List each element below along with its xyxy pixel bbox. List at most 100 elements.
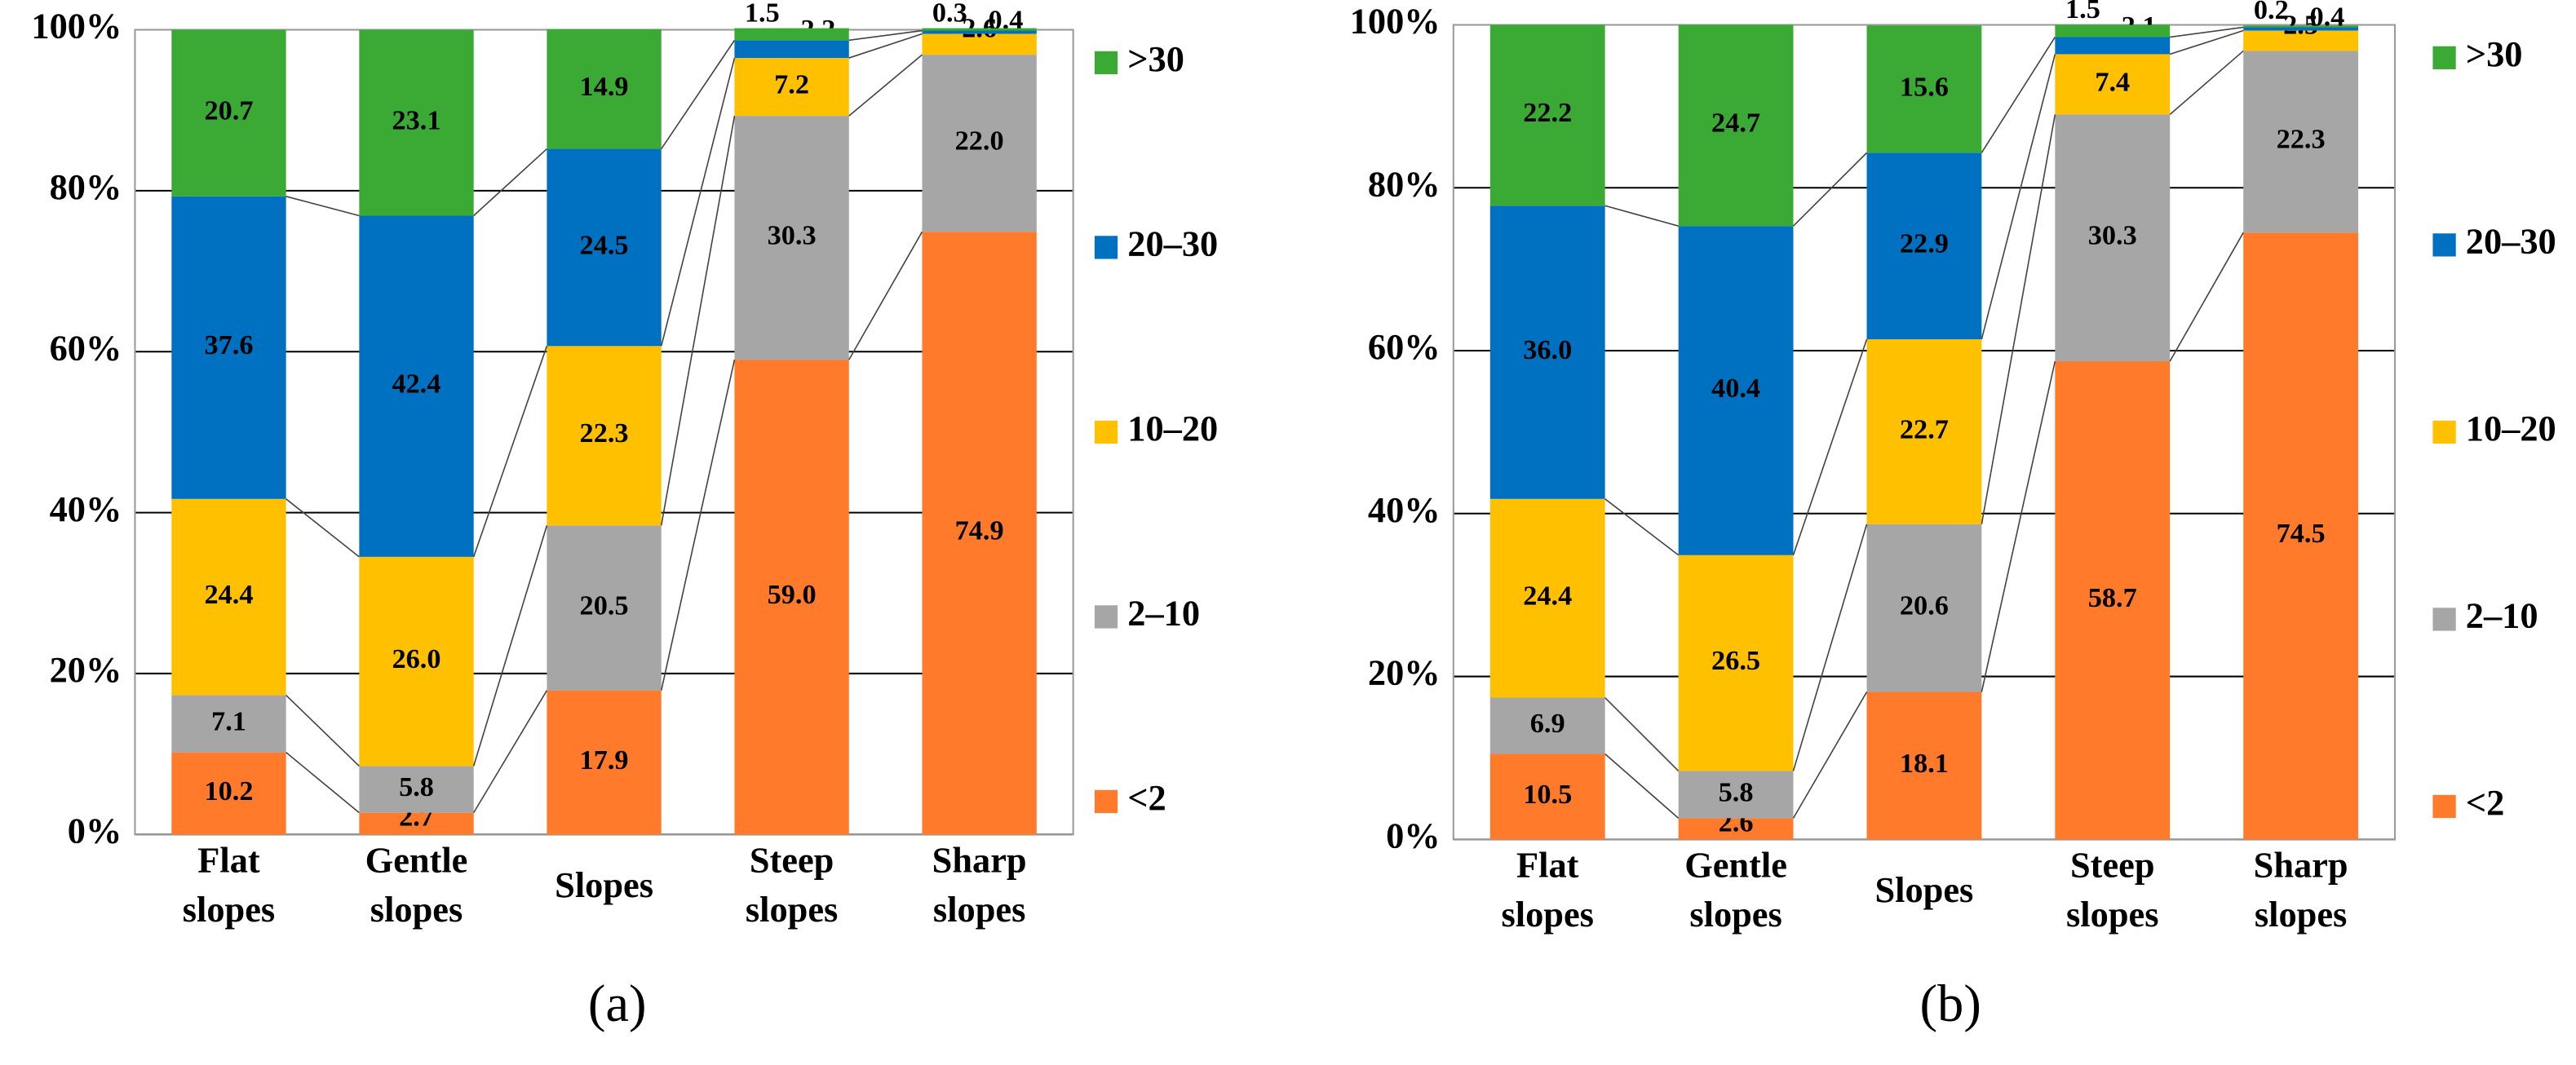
connector <box>1604 753 1680 819</box>
value-label: 20.7 <box>204 95 253 126</box>
plot-frame <box>1452 24 2397 841</box>
bar-segment <box>1489 205 1605 499</box>
y-tick-label: 40% <box>1368 489 1441 530</box>
value-label: 22.3 <box>2277 124 2326 155</box>
bar-segment <box>1489 498 1605 698</box>
connector <box>285 196 360 217</box>
value-label: 74.9 <box>955 515 1004 546</box>
connector <box>285 752 360 814</box>
value-label: 6.9 <box>1530 708 1565 739</box>
legend-swatch <box>1094 789 1118 814</box>
value-label: 22.0 <box>955 126 1004 157</box>
value-label: 7.4 <box>2095 66 2130 97</box>
value-label: 40.4 <box>1711 373 1760 404</box>
bar-segment <box>2055 24 2171 38</box>
bar-segment <box>2243 25 2359 28</box>
connector <box>1981 37 2056 153</box>
y-tick-label: 80% <box>50 166 122 207</box>
connector <box>1604 696 1680 772</box>
value-label: 10.2 <box>204 776 253 806</box>
bar-segment <box>359 766 474 813</box>
legend-label: 20–30 <box>1127 223 1218 264</box>
bar-segment <box>171 752 286 835</box>
connector <box>472 346 548 558</box>
value-label: 20.5 <box>580 590 629 621</box>
connector <box>661 39 736 150</box>
bar-segment <box>734 28 849 41</box>
bar-segment <box>922 55 1037 232</box>
x-tick-label: Slopes <box>555 864 653 905</box>
value-label: 5.8 <box>1719 776 1754 807</box>
connector <box>848 54 923 117</box>
y-tick-label: 0% <box>68 810 122 851</box>
value-label: 42.4 <box>392 369 441 400</box>
bar-segment <box>547 690 662 835</box>
panel-label: (b) <box>1920 974 1981 1032</box>
bar-segment <box>1678 24 1794 227</box>
connector <box>660 115 736 526</box>
value-label: 2.6 <box>962 12 997 43</box>
x-tick-label: Sharp slopes <box>2254 845 2348 935</box>
bar-segment <box>171 498 286 696</box>
value-label: 18.1 <box>1900 748 1949 779</box>
value-label: 0.3 <box>932 0 967 28</box>
value-label: 7.2 <box>774 68 809 99</box>
bar-segment <box>359 215 474 557</box>
bar-segment <box>1678 818 1794 840</box>
connector <box>848 29 923 42</box>
connector <box>1792 338 1868 555</box>
bar-segment <box>734 360 849 835</box>
bar-segment <box>2243 30 2359 51</box>
connector <box>2169 50 2244 115</box>
legend-label: 10–20 <box>1127 408 1218 449</box>
value-label: 0.4 <box>2309 1 2344 32</box>
legend-label: >30 <box>2466 33 2523 74</box>
bar-segment <box>1678 226 1794 555</box>
panel-label: (a) <box>588 974 647 1032</box>
y-tick-label: 60% <box>50 327 122 368</box>
bar-segment <box>922 30 1037 34</box>
value-label: 26.0 <box>392 643 441 674</box>
x-tick-label: Flat slopes <box>1502 845 1594 935</box>
connector <box>848 33 923 59</box>
connector <box>1604 498 1680 556</box>
value-label: 22.2 <box>1523 97 1572 128</box>
bar-segment <box>922 33 1037 55</box>
value-label: 1.5 <box>745 0 780 28</box>
bar-segment <box>734 116 849 360</box>
connector <box>1981 360 2056 692</box>
x-tick-label: Gentle slopes <box>1684 845 1787 935</box>
legend-label: 2–10 <box>1127 593 1200 634</box>
legend-swatch <box>1094 420 1118 444</box>
legend-label: 20–30 <box>2466 221 2556 262</box>
legend-swatch <box>1094 605 1118 629</box>
legend-label: <2 <box>2466 782 2504 823</box>
y-tick-label: 0% <box>1386 815 1441 856</box>
value-label: 26.5 <box>1711 645 1760 676</box>
connector <box>1792 524 1868 771</box>
connector <box>2170 26 2244 38</box>
bar-segment <box>547 525 662 691</box>
connector <box>1981 114 2056 524</box>
bar-segment <box>359 29 474 216</box>
legend-swatch <box>2432 608 2456 631</box>
bar-segment <box>359 812 474 835</box>
bar-segment <box>734 40 849 59</box>
value-label: 74.5 <box>2277 518 2326 549</box>
connector <box>2169 29 2244 55</box>
connector <box>472 525 548 767</box>
bar-segment <box>2243 51 2359 233</box>
value-label: 20.6 <box>1900 590 1949 621</box>
bar-segment <box>2055 361 2171 840</box>
value-label: 0.4 <box>988 4 1023 35</box>
legend-swatch <box>2432 46 2456 69</box>
legend-swatch <box>2432 233 2456 257</box>
value-label: 17.9 <box>580 745 629 776</box>
bar-segment <box>1866 692 1982 840</box>
x-tick-label: Sharp slopes <box>932 840 1027 930</box>
legend-label: <2 <box>1127 777 1166 818</box>
value-label: 30.3 <box>768 219 817 250</box>
y-tick-label: 20% <box>50 649 122 690</box>
y-tick-label: 100% <box>31 6 122 46</box>
